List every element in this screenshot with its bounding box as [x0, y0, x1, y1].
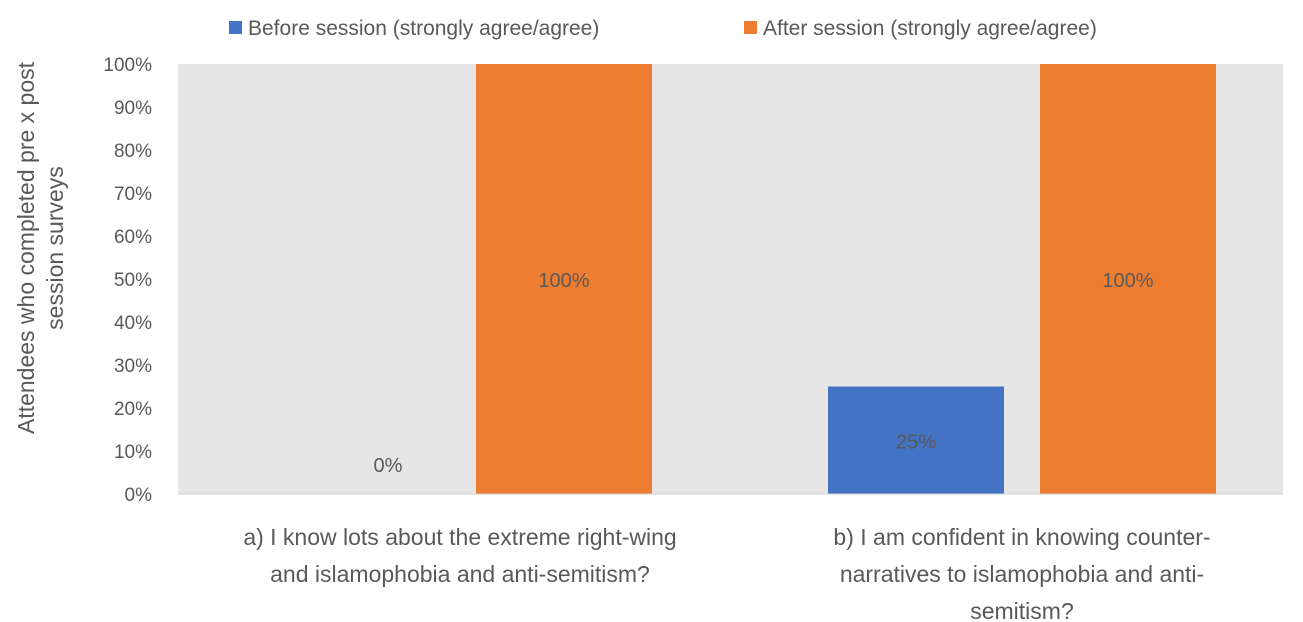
- y-tick-label: 70%: [114, 184, 152, 205]
- y-axis-title-line: Attendees who completed pre x post: [13, 61, 39, 434]
- legend-label-after: After session (strongly agree/agree): [763, 17, 1097, 40]
- bar-after-session: [476, 64, 652, 494]
- y-tick-label: 10%: [114, 442, 152, 463]
- x-category-label-line: b) I am confident in knowing counter-: [833, 524, 1210, 550]
- y-tick-label: 100%: [103, 55, 152, 76]
- y-tick-label: 90%: [114, 98, 152, 119]
- x-category-label-line: semitism?: [970, 598, 1074, 622]
- y-tick-label: 20%: [114, 399, 152, 420]
- legend-swatch-before: [229, 21, 242, 34]
- legend: Before session (strongly agree/agree) Aft…: [229, 17, 1097, 40]
- legend-swatch-after: [744, 21, 757, 34]
- y-tick-label: 40%: [114, 313, 152, 334]
- y-tick-label: 30%: [114, 356, 152, 377]
- bar-before-session: [828, 386, 1004, 494]
- y-tick-label: 80%: [114, 141, 152, 162]
- data-label: 0%: [374, 455, 403, 477]
- x-category-label-line: a) I know lots about the extreme right-w…: [243, 524, 676, 550]
- bar-after-session: [1040, 64, 1216, 494]
- y-tick-label: 0%: [125, 485, 153, 506]
- y-axis-ticks: 0% 10% 20% 30% 40% 50% 60% 70% 80% 90% 100%: [103, 55, 152, 506]
- data-labels: 0% 25% 100% 100%: [374, 270, 1154, 477]
- bars: [476, 64, 1216, 494]
- x-axis-category-labels: a) I know lots about the extreme right-w…: [243, 524, 1210, 622]
- data-label: 100%: [538, 270, 589, 292]
- y-tick-label: 50%: [114, 270, 152, 291]
- legend-label-before: Before session (strongly agree/agree): [248, 17, 599, 40]
- y-axis-title-line: session surveys: [42, 166, 68, 330]
- x-category-label-line: narratives to islamophobia and anti-: [840, 561, 1204, 587]
- data-label: 25%: [896, 431, 936, 453]
- data-label: 100%: [1102, 270, 1153, 292]
- x-category-label-line: and islamophobia and anti-semitism?: [270, 561, 650, 587]
- y-axis-title: Attendees who completed pre x post sessio…: [13, 61, 68, 434]
- y-tick-label: 60%: [114, 227, 152, 248]
